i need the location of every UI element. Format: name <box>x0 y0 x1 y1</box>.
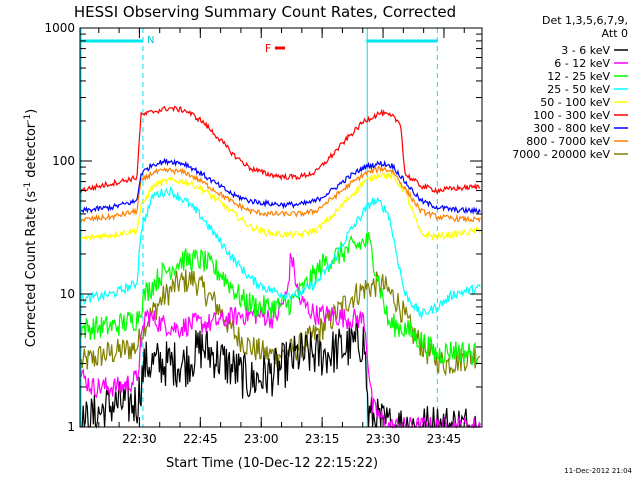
y-axis-label-exponent-2: -1 <box>23 114 33 123</box>
series-line-2 <box>80 232 481 366</box>
y-tick-label: 10 <box>60 287 75 301</box>
series-line-4 <box>80 171 481 242</box>
x-tick-label: 23:30 <box>366 432 401 446</box>
observing-markers: NF <box>80 28 438 427</box>
x-tick-label: 22:45 <box>183 432 218 446</box>
x-tick-label: 23:15 <box>305 432 340 446</box>
legend-label: 12 - 25 keV <box>547 70 610 83</box>
night-label: N <box>147 35 154 46</box>
y-tick-label: 1 <box>67 420 75 434</box>
series-line-8 <box>80 269 481 377</box>
x-tick-label: 23:45 <box>427 432 462 446</box>
legend-header-line-1: Det 1,3,5,6,7,9, <box>542 14 628 27</box>
x-axis-label: Start Time (10-Dec-12 22:15:22) <box>166 456 378 471</box>
legend-label: 7000 - 20000 keV <box>512 148 610 161</box>
legend-label: 100 - 300 keV <box>533 109 610 122</box>
plot-frame <box>79 27 483 428</box>
x-tick-label: 23:00 <box>244 432 279 446</box>
legend-label: 50 - 100 keV <box>540 96 610 109</box>
flare-label: F <box>265 42 271 55</box>
y-axis-label: Corrected Count Rate (s-1 detector-1) <box>23 109 39 347</box>
legend-label: 3 - 6 keV <box>561 44 610 57</box>
y-tick-label: 100 <box>52 154 75 168</box>
y-tick-label: 1000 <box>44 21 75 35</box>
legend-label: 25 - 50 keV <box>547 83 610 96</box>
series-line-5 <box>80 105 481 194</box>
series-line-6 <box>80 157 481 215</box>
legend-label: 6 - 12 keV <box>554 57 610 70</box>
y-axis-label-text: Corrected Count Rate (s <box>24 191 39 348</box>
chart-title: HESSI Observing Summary Count Rates, Cor… <box>74 3 456 21</box>
legend-label: 800 - 7000 keV <box>526 135 610 148</box>
series-line-3 <box>80 186 481 320</box>
series-line-7 <box>80 165 481 224</box>
plot-timestamp: 11-Dec-2012 21:04 <box>564 467 632 475</box>
series-layer <box>80 105 481 430</box>
legend-header-line-2: Att 0 <box>602 27 628 40</box>
y-axis-label-exponent: -1 <box>23 182 33 191</box>
y-axis-label-close: ) <box>24 109 39 114</box>
legend-label: 300 - 800 keV <box>533 122 610 135</box>
x-tick-label: 22:30 <box>122 432 157 446</box>
series-line-0 <box>81 320 481 429</box>
y-axis-label-unit: detector <box>24 122 39 182</box>
axes: 1 10 100 1000 22:30 22:45 23:00 23:15 23:30 23:45 <box>44 21 482 446</box>
